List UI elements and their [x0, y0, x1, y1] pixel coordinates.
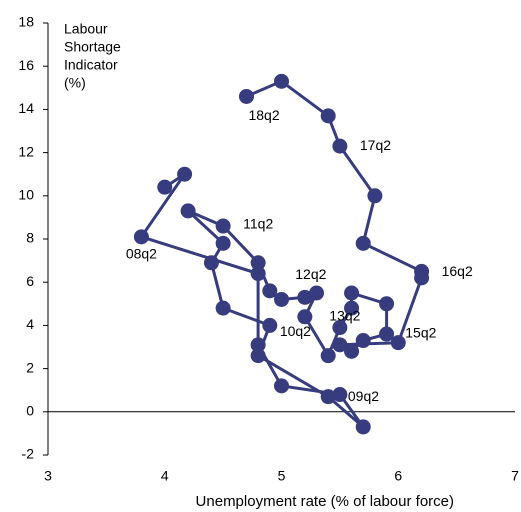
data-point — [320, 389, 336, 405]
point-label: 15q2 — [405, 324, 436, 340]
y-axis-label: Indicator — [64, 57, 118, 73]
point-label: 10q2 — [280, 323, 311, 339]
y-axis-label: Shortage — [64, 39, 121, 55]
data-point — [390, 335, 406, 351]
point-label: 17q2 — [360, 137, 391, 153]
data-point — [215, 300, 231, 316]
data-point — [332, 337, 348, 353]
x-tick-label: 6 — [394, 468, 402, 484]
data-point — [203, 255, 219, 271]
y-axis-label: (%) — [64, 75, 86, 91]
data-point — [344, 285, 360, 301]
data-point — [177, 166, 193, 182]
point-label: 09q2 — [348, 388, 379, 404]
data-point — [262, 317, 278, 333]
x-tick-label: 4 — [161, 468, 169, 484]
data-point — [414, 263, 430, 279]
x-tick-label: 7 — [511, 468, 519, 484]
data-point — [250, 255, 266, 271]
point-label: 18q2 — [248, 107, 279, 123]
data-point — [332, 138, 348, 154]
point-label: 12q2 — [295, 266, 326, 282]
data-point — [238, 88, 254, 104]
y-tick-label: 12 — [18, 143, 34, 159]
data-point — [274, 73, 289, 89]
data-point — [250, 266, 266, 282]
y-tick-label: -2 — [22, 446, 35, 462]
data-point — [379, 296, 395, 312]
y-tick-label: 16 — [18, 57, 34, 73]
data-point — [133, 229, 149, 245]
data-point — [309, 285, 325, 301]
x-tick-label: 5 — [278, 468, 286, 484]
data-point — [367, 188, 383, 204]
point-label: 16q2 — [442, 263, 473, 279]
data-point — [262, 283, 278, 299]
data-point — [344, 300, 360, 316]
data-point — [379, 326, 395, 342]
data-point — [215, 235, 231, 251]
y-tick-label: 8 — [26, 230, 34, 246]
data-point — [180, 203, 196, 219]
y-tick-label: 6 — [26, 273, 34, 289]
y-tick-label: 2 — [26, 359, 34, 375]
point-label: 08q2 — [126, 246, 157, 262]
data-point — [274, 378, 289, 394]
data-point — [250, 337, 266, 353]
data-point — [344, 343, 360, 359]
y-axis-label: Labour — [64, 21, 108, 37]
y-tick-label: 10 — [18, 187, 34, 203]
data-point — [297, 289, 313, 305]
data-point — [297, 309, 313, 325]
data-point — [355, 235, 371, 251]
point-label: 13q2 — [329, 307, 360, 323]
data-point — [332, 320, 348, 336]
series-line — [139, 79, 424, 429]
data-point — [320, 348, 336, 364]
data-point — [274, 291, 289, 307]
data-point — [355, 419, 371, 435]
data-point — [332, 387, 348, 403]
y-tick-label: 0 — [26, 403, 34, 419]
data-point — [320, 108, 336, 124]
x-tick-label: 3 — [44, 468, 52, 484]
y-tick-label: 4 — [26, 316, 34, 332]
data-point — [250, 348, 266, 364]
data-point — [157, 179, 173, 195]
x-axis-label: Unemployment rate (% of labour force) — [196, 493, 454, 510]
y-tick-label: 14 — [18, 100, 34, 116]
y-tick-label: 18 — [18, 14, 34, 30]
data-point — [215, 218, 231, 234]
point-label: 11q2 — [243, 216, 273, 232]
data-point — [355, 333, 371, 349]
